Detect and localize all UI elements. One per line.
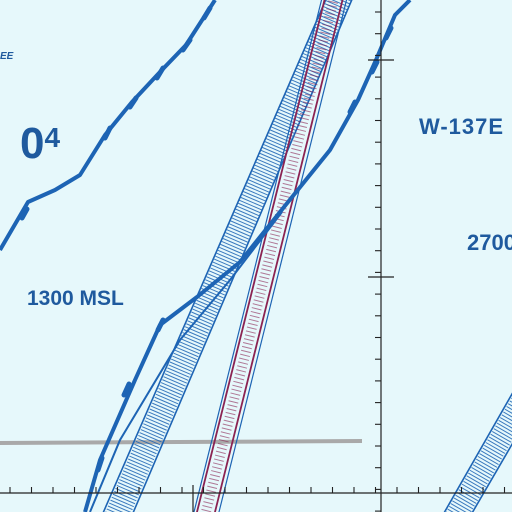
altitude-right-label: 2700 <box>467 230 512 255</box>
hatched-band-right <box>443 392 512 512</box>
altitude-left-label: 1300 MSL <box>27 287 124 310</box>
boundary-tick-marks <box>19 5 394 473</box>
graticule-ticks-horizontal <box>9 487 506 493</box>
graticule-ticks-vertical <box>375 11 381 512</box>
warning-area-label: W-137E <box>419 114 505 139</box>
altitude-small-digit: 4 <box>44 122 61 153</box>
boundary-line-main <box>83 0 412 512</box>
airway-band <box>193 0 348 512</box>
altitude-box-label: 04 <box>20 122 60 166</box>
partial-corner-label: EE <box>0 51 14 62</box>
boundary-line-inner <box>89 211 283 512</box>
altitude-big-digit: 0 <box>20 119 45 168</box>
gray-boundary-line <box>0 439 363 445</box>
